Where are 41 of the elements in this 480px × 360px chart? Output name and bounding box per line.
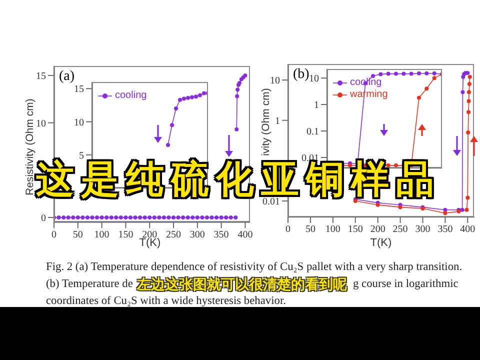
y-axis-title: ivity (Ohm cm) <box>260 88 272 156</box>
x-tick-label: 300 <box>415 224 430 236</box>
y-tick-label: 1 <box>275 116 280 127</box>
y-tick-label: 10 <box>270 76 280 87</box>
x-tick-label: 50 <box>305 224 316 236</box>
y-tick-label: 15 <box>74 84 84 96</box>
x-tick-label: 150 <box>348 224 363 236</box>
x-tick-label: 100 <box>325 224 340 236</box>
x-tick-label: 150 <box>118 228 134 240</box>
y-tick-label: 15 <box>36 70 46 82</box>
text: coordinates of Cu₂S with a wide hysteresis behavior. <box>46 295 286 307</box>
x-tick-label: 250 <box>392 224 408 236</box>
y-tick-label: 1 <box>314 100 319 112</box>
chart-title: (b) <box>293 67 310 83</box>
x-tick-label: 100 <box>94 228 110 240</box>
x-tick-label: 0 <box>286 224 290 236</box>
y-tick-label: 0.1 <box>306 126 319 138</box>
x-tick-label: 400 <box>460 224 476 236</box>
y-axis-title: Resistivity (Ohm cm) <box>24 98 36 196</box>
x-tick-label: 0 <box>52 228 57 240</box>
y-tick-label: 10 <box>74 117 84 128</box>
legend-label: cooling <box>115 90 147 102</box>
x-tick-label: 300 <box>190 228 205 240</box>
y-tick-label: 0.01 <box>262 196 280 208</box>
text: g course in logarithmic <box>353 278 458 290</box>
text: 左边这张图就可以很清楚的看到呢 <box>137 276 347 294</box>
caption: Fig. 2 (a) Temperature dependence of resistivity of Cu₂S pallet with a very sharp transition. <box>46 261 462 273</box>
x-tick-label: 200 <box>370 224 386 236</box>
y-tick-label: 10 <box>36 118 46 129</box>
x-tick-label: 350 <box>214 228 229 240</box>
y-tick-label: 5 <box>79 150 84 162</box>
chart-title: (a) <box>59 68 75 84</box>
x-tick-label: 250 <box>166 228 181 240</box>
x-axis-title: T(K) <box>139 237 161 249</box>
text: (b) Temperature de <box>46 278 133 290</box>
y-tick-label: 10 <box>309 74 319 85</box>
x-tick-label: 400 <box>238 228 253 240</box>
y-tick-label: 0 <box>41 212 46 224</box>
x-axis-title: T(K) <box>370 237 392 249</box>
x-tick-label: 50 <box>72 228 83 240</box>
x-tick-label: 350 <box>438 224 453 236</box>
